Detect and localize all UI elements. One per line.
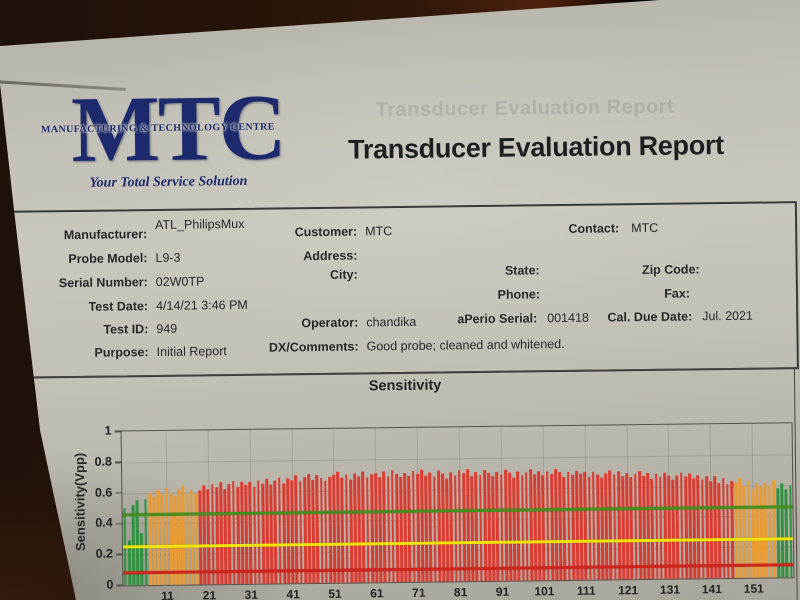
cal-due-date-value: Jul. 2021 (702, 308, 754, 324)
customer-value: MTC (365, 224, 393, 239)
x-tick-label: 31 (244, 587, 259, 600)
y-tick-label: 0.8 (94, 454, 113, 469)
y-tick-mark (115, 522, 123, 525)
fax-label: Fax: (664, 286, 691, 301)
x-tick-label: 81 (453, 585, 468, 600)
cal-due-date-label: Cal. Due Date: (607, 309, 693, 325)
y-gridline (121, 454, 792, 464)
mtc-logo-tagline: Your Total Service Solution (89, 173, 248, 191)
x-tick-label: 151 (743, 581, 764, 596)
sensitivity-bar (140, 532, 144, 586)
chart-title: Sensitivity (368, 377, 442, 395)
contact-label: Contact: (568, 221, 620, 236)
x-tick-label: 101 (534, 584, 555, 599)
y-tick-mark (116, 553, 124, 556)
dx-comments-label: DX/Comments: (268, 339, 359, 355)
state-label: State: (504, 263, 540, 278)
test-id-value: 949 (156, 321, 178, 336)
aperio-serial-label: aPerio Serial: (457, 311, 538, 327)
y-tick-mark (115, 492, 123, 494)
zip-code-label: Zip Code: (641, 262, 700, 278)
contact-value: MTC (631, 220, 659, 236)
x-tick-label: 21 (202, 588, 217, 600)
city-label: City: (329, 267, 358, 282)
serial-number-value: 02W0TP (155, 274, 205, 289)
y-tick-mark (114, 430, 122, 433)
y-tick-label: 0.2 (95, 546, 114, 561)
test-date-value: 4/14/21 3:46 PM (155, 297, 248, 313)
x-tick-label: 11 (161, 588, 174, 600)
y-tick-label: 0.4 (95, 515, 113, 531)
x-tick-label: 91 (495, 584, 510, 599)
customer-label: Customer: (294, 224, 358, 240)
sensitivity-plot: Sensitivity(Vpp) 0 0.2 0.4 0.6 0.8 1 11 21 31 41 5… (72, 422, 795, 600)
aperio-serial-value: 001418 (547, 310, 590, 326)
test-date-label: Test Date: (88, 299, 149, 314)
x-tick-label: 51 (328, 586, 342, 600)
x-tick-label: 111 (576, 583, 596, 598)
y-tick-label: 0.6 (94, 485, 113, 500)
purpose-value: Initial Report (156, 344, 227, 359)
test-id-label: Test ID: (103, 322, 149, 337)
x-tick-label: 131 (659, 582, 681, 597)
purpose-label: Purpose: (94, 345, 149, 360)
phone-label: Phone: (497, 287, 541, 302)
y-tick-mark (114, 461, 122, 464)
y-tick-label: 1 (104, 423, 112, 438)
x-tick-label: 61 (370, 586, 384, 600)
sensitivity-chart-section: Sensitivity Sensitivity(Vpp) 0 0.2 0.4 0.6 0… (14, 367, 799, 600)
page-title: Transducer Evaluation Report (347, 130, 725, 165)
operator-label: Operator: (301, 315, 359, 331)
x-tick-label: 141 (701, 582, 723, 597)
dx-comments-value: Good probe; cleaned and whitened. (366, 336, 565, 354)
x-tick-label: 71 (412, 585, 426, 600)
x-tick-label: 41 (286, 587, 300, 600)
address-label: Address: (303, 248, 358, 264)
probe-model-label: Probe Model: (68, 251, 148, 267)
probe-model-value: L9-3 (155, 250, 181, 265)
operator-value: chandika (366, 314, 417, 330)
bleedthrough-title: Transducer Evaluation Report (375, 95, 675, 122)
y-tick-mark (116, 584, 124, 587)
serial-number-label: Serial Number: (58, 275, 148, 291)
manufacturer-label: Manufacturer: (63, 227, 148, 243)
y-tick-label: 0 (106, 577, 114, 592)
x-tick-label: 121 (618, 583, 639, 598)
